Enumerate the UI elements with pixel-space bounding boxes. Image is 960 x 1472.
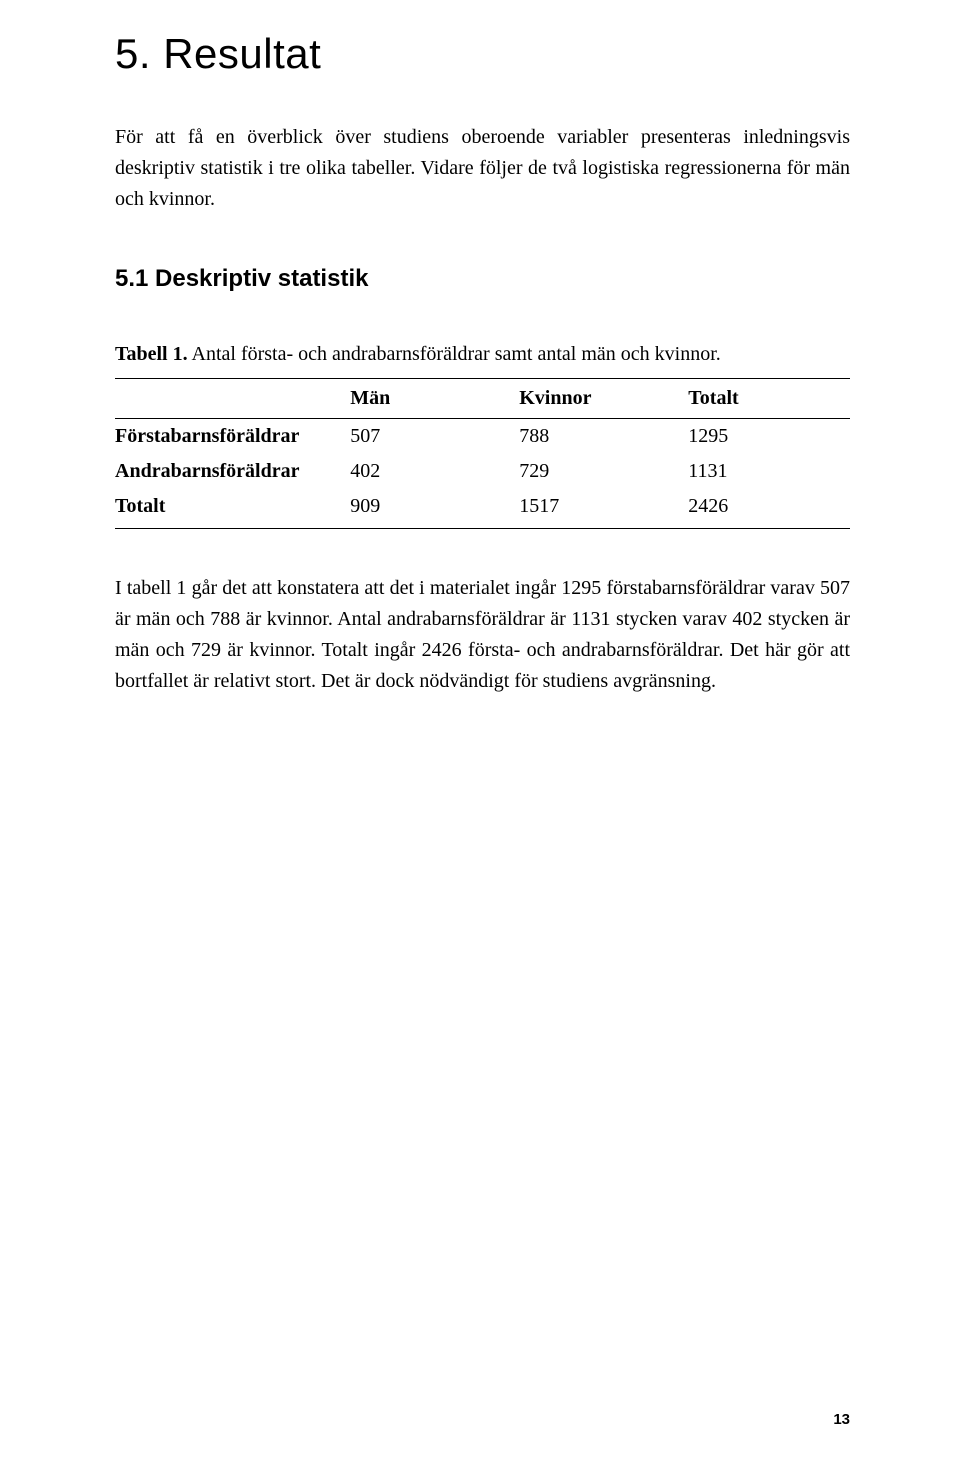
page-number: 13 bbox=[833, 1411, 850, 1428]
row-2-val-1: 1517 bbox=[519, 489, 688, 529]
table-header-col-1: Män bbox=[350, 379, 519, 419]
paragraph-after-table: I tabell 1 går det att konstatera att de… bbox=[115, 573, 850, 697]
row-1-val-2: 1131 bbox=[688, 454, 850, 489]
row-2-val-0: 909 bbox=[350, 489, 519, 529]
table-1-caption: Tabell 1. Antal första- och andrabarnsfö… bbox=[115, 343, 850, 366]
page: 5. Resultat För att få en överblick över… bbox=[0, 0, 960, 1472]
row-0-val-0: 507 bbox=[350, 419, 519, 455]
row-1-label: Andrabarnsföräldrar bbox=[115, 454, 350, 489]
row-0-val-1: 788 bbox=[519, 419, 688, 455]
table-row: Förstabarnsföräldrar 507 788 1295 bbox=[115, 419, 850, 455]
section-title: 5. Resultat bbox=[115, 30, 850, 78]
table-1-caption-label: Tabell 1. bbox=[115, 343, 188, 365]
table-header-row: Män Kvinnor Totalt bbox=[115, 379, 850, 419]
row-1-val-0: 402 bbox=[350, 454, 519, 489]
table-1-caption-text: Antal första- och andrabarnsföräldrar sa… bbox=[188, 343, 721, 365]
subsection-title: 5.1 Deskriptiv statistik bbox=[115, 265, 850, 293]
row-1-val-1: 729 bbox=[519, 454, 688, 489]
row-0-val-2: 1295 bbox=[688, 419, 850, 455]
table-header-col-2: Kvinnor bbox=[519, 379, 688, 419]
intro-paragraph: För att få en överblick över studiens ob… bbox=[115, 122, 850, 215]
row-2-val-2: 2426 bbox=[688, 489, 850, 529]
table-row: Andrabarnsföräldrar 402 729 1131 bbox=[115, 454, 850, 489]
table-row: Totalt 909 1517 2426 bbox=[115, 489, 850, 529]
row-2-label: Totalt bbox=[115, 489, 350, 529]
table-header-col-3: Totalt bbox=[688, 379, 850, 419]
row-0-label: Förstabarnsföräldrar bbox=[115, 419, 350, 455]
table-1: Män Kvinnor Totalt Förstabarnsföräldrar … bbox=[115, 378, 850, 529]
table-header-empty bbox=[115, 379, 350, 419]
